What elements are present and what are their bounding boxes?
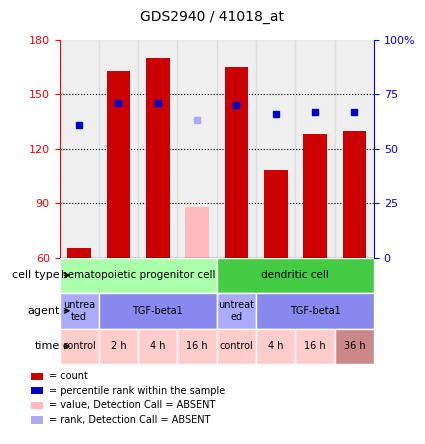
Text: = rank, Detection Call = ABSENT: = rank, Detection Call = ABSENT	[49, 415, 210, 425]
Text: control: control	[62, 341, 96, 351]
Text: cell type: cell type	[12, 270, 60, 280]
Bar	[99, 329, 138, 364]
Text: 36 h: 36 h	[343, 341, 365, 351]
Text: GDS2940 / 41018_at: GDS2940 / 41018_at	[141, 10, 284, 24]
Text: 16 h: 16 h	[304, 341, 326, 351]
Bar	[138, 40, 178, 258]
Bar	[60, 40, 99, 258]
Text: hematopoietic progenitor cell: hematopoietic progenitor cell	[61, 270, 215, 280]
Bar	[99, 40, 138, 258]
Text: = percentile rank within the sample: = percentile rank within the sample	[49, 386, 225, 396]
Text: 4 h: 4 h	[268, 341, 283, 351]
Bar	[178, 40, 217, 258]
Bar	[217, 40, 256, 258]
Bar	[146, 58, 170, 258]
Bar	[217, 258, 374, 293]
Text: 2 h: 2 h	[110, 341, 126, 351]
Bar	[217, 293, 256, 329]
Text: untrea
ted: untrea ted	[63, 300, 95, 321]
Bar	[107, 71, 130, 258]
Bar	[60, 293, 99, 329]
Text: TGF-beta1: TGF-beta1	[290, 306, 340, 316]
Bar	[60, 329, 99, 364]
Bar	[224, 67, 248, 258]
Bar	[295, 329, 335, 364]
Bar	[303, 134, 327, 258]
Text: 16 h: 16 h	[186, 341, 208, 351]
Bar	[334, 40, 374, 258]
Bar	[256, 293, 374, 329]
Text: time: time	[34, 341, 60, 351]
Text: TGF-beta1: TGF-beta1	[133, 306, 183, 316]
Text: = value, Detection Call = ABSENT: = value, Detection Call = ABSENT	[49, 400, 215, 410]
Bar	[60, 258, 217, 293]
Text: agent: agent	[27, 306, 60, 316]
Text: untreat
ed: untreat ed	[218, 300, 255, 321]
Text: 4 h: 4 h	[150, 341, 165, 351]
Bar	[217, 329, 256, 364]
Bar	[138, 329, 178, 364]
Bar	[264, 170, 287, 258]
Bar	[256, 40, 295, 258]
Bar	[343, 131, 366, 258]
Bar	[99, 293, 217, 329]
Bar	[67, 249, 91, 258]
Bar	[335, 329, 374, 364]
Bar	[178, 329, 217, 364]
Text: = count: = count	[49, 371, 88, 381]
Text: control: control	[220, 341, 253, 351]
Bar	[185, 207, 209, 258]
Bar	[295, 40, 335, 258]
Bar	[256, 329, 295, 364]
Text: dendritic cell: dendritic cell	[261, 270, 329, 280]
